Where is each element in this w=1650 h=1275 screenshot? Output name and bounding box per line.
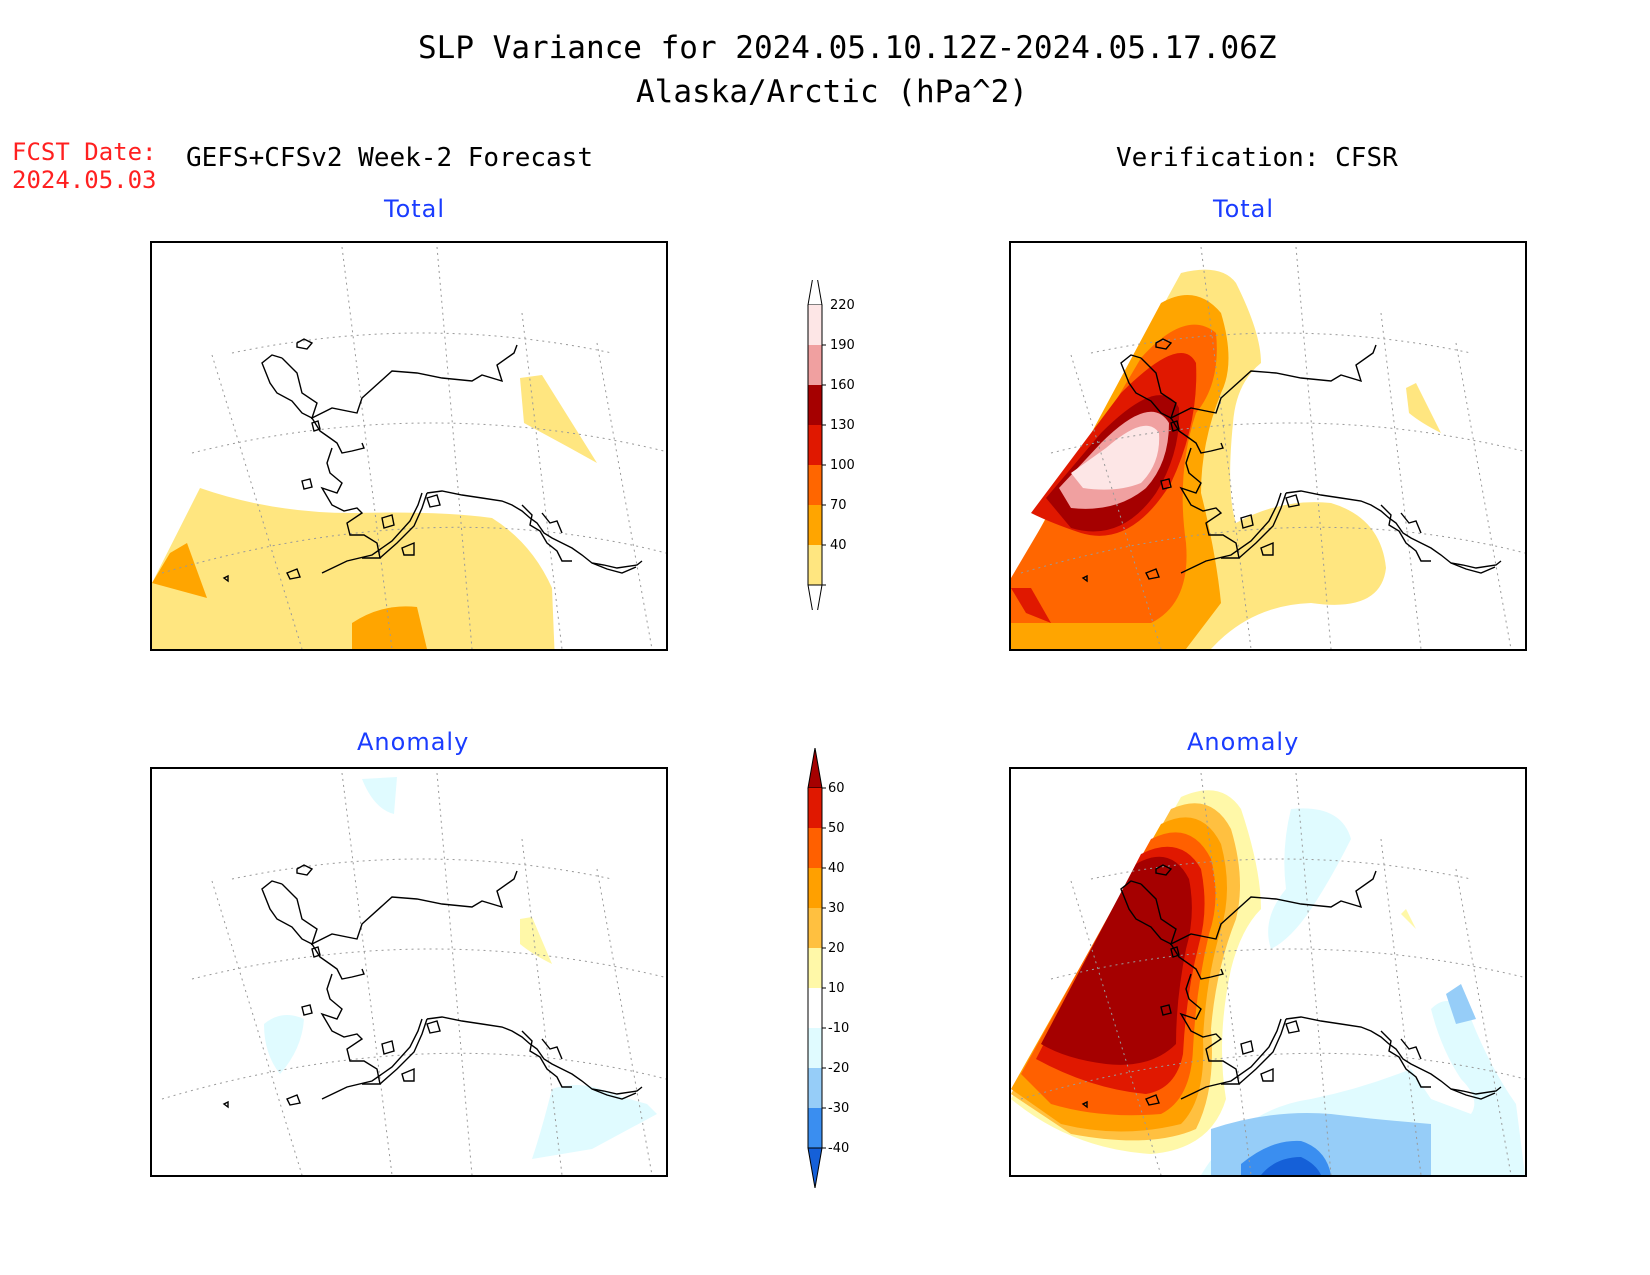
total-colorbar-tick-label: 40 [830,538,847,553]
total-colorbar-segment [808,465,822,505]
anomaly-colorbar-tick-label: -10 [828,1021,849,1036]
anomaly-colorbar-segment [808,1068,822,1108]
anomaly-colorbar-top-cap [807,748,823,789]
anomaly-colorbar-segment [808,1028,822,1068]
fcst-date-value: 2024.05.03 [12,166,157,194]
total-colorbar-tick-label: 70 [830,498,847,513]
main-title-line1: SLP Variance for 2024.05.10.12Z-2024.05.… [418,30,1277,66]
anomaly-colorbar: 60 50 40 30 20 10 -10 -20 -30 -40 [807,748,849,1188]
total-colorbar-segment [808,545,822,585]
anomaly-colorbar-segment [808,788,822,828]
forecast-total-label: Total [384,195,446,223]
anomaly-colorbar-segment [808,908,822,948]
total-colorbar-bottom-cap [807,584,823,610]
anomaly-colorbar-tick-label: 20 [828,941,845,956]
anomaly-colorbar-bottom-cap [807,1147,823,1188]
anomaly-colorbar-segment [808,988,822,1028]
total-colorbar-tick-label: 100 [830,458,855,473]
total-colorbar-segment [808,305,822,345]
anomaly-colorbar-tick-label: 60 [828,781,845,796]
main-title-line2: Alaska/Arctic (hPa^2) [636,74,1028,110]
anomaly-colorbar-tick-label: -30 [828,1101,849,1116]
anomaly-colorbar-tick-label: -40 [828,1141,849,1156]
anomaly-colorbar-tick-label: 40 [828,861,845,876]
anomaly-colorbar-segment [808,868,822,908]
anomaly-colorbar-segment [808,948,822,988]
anomaly-colorbar-tick-label: 30 [828,901,845,916]
total-colorbar-segment [808,505,822,545]
forecast-header: GEFS+CFSv2 Week-2 Forecast [186,143,593,173]
anomaly-colorbar-tick-label: -20 [828,1061,849,1076]
anomaly-colorbar-segment [808,828,822,868]
total-colorbar-segment [808,385,822,425]
verification-anomaly-map [1009,767,1527,1177]
total-colorbar-segment [808,345,822,385]
total-colorbar: 220 190 160 130 100 70 40 [807,280,855,610]
total-colorbar-tick-label: 130 [830,418,855,433]
verification-total-label: Total [1213,195,1275,223]
verification-header: Verification: CFSR [1116,143,1398,173]
total-colorbar-segment [808,425,822,465]
forecast-total-map [150,241,668,651]
anomaly-colorbar-tick-label: 10 [828,981,845,996]
total-colorbar-tick-label: 160 [830,378,855,393]
forecast-anomaly-map [150,767,668,1177]
verification-anomaly-label: Anomaly [1187,728,1300,756]
total-colorbar-tick-label: 220 [830,298,855,313]
total-colorbar-tick-label: 190 [830,338,855,353]
verification-total-map [1009,241,1527,651]
total-colorbar-top-cap [807,280,823,306]
forecast-anomaly-label: Anomaly [357,728,470,756]
fcst-date-label: FCST Date: [12,138,157,166]
anomaly-colorbar-tick-label: 50 [828,821,845,836]
anomaly-colorbar-segment [808,1108,822,1148]
